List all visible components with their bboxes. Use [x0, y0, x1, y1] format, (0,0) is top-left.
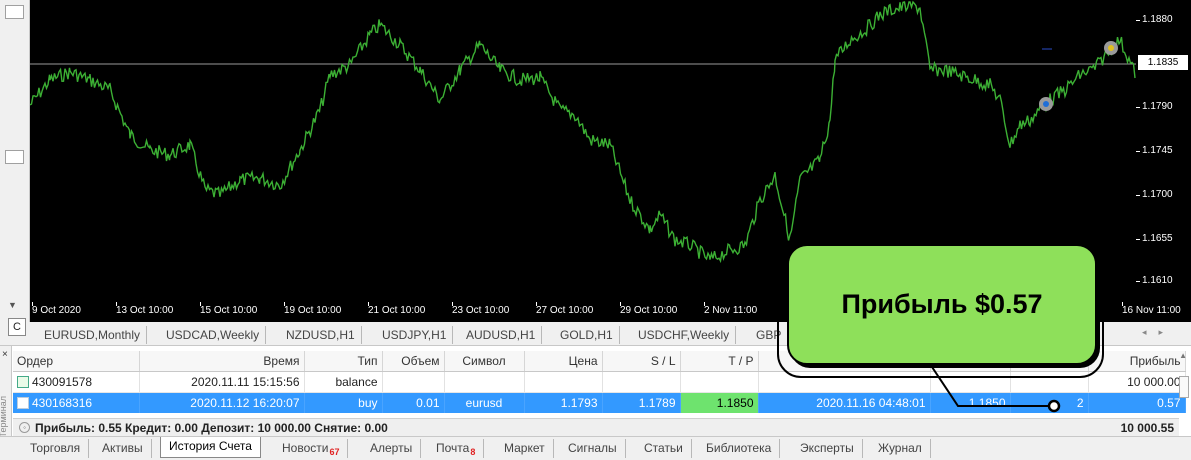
- symbol-tab[interactable]: USDJPY,H1: [376, 326, 454, 344]
- tab-news[interactable]: Новости67: [274, 439, 349, 458]
- row-tp: [680, 371, 759, 393]
- chart-left-rail: ▼: [0, 0, 30, 322]
- profit-callout-text: Прибыль $0.57: [841, 289, 1043, 319]
- row-time: 2020.11.12 16:20:07: [139, 392, 305, 413]
- terminal-side-strip: × Терминал: [0, 346, 12, 460]
- symbol-tab[interactable]: USDCAD,Weekly: [160, 326, 267, 344]
- time-label: 27 Oct 10:00: [536, 305, 594, 316]
- chart-corner-button[interactable]: C: [8, 318, 26, 336]
- row-close-time: 2020.11.16 04:48:01: [758, 392, 931, 413]
- trade-close-marker-dot: [1108, 45, 1114, 51]
- account-summary-row: ◦ Прибыль: 0.55 Кредит: 0.00 Депозит: 10…: [13, 418, 1179, 436]
- mail-count-badge: 8: [470, 447, 476, 457]
- scroll-down-icon[interactable]: ▼: [8, 300, 17, 310]
- tab-market[interactable]: Маркет: [496, 439, 554, 458]
- profit-callout: Прибыль $0.57: [787, 244, 1097, 365]
- row-price: 1.1793: [524, 392, 603, 413]
- column-header-profit[interactable]: Прибыль: [1088, 351, 1186, 372]
- current-price-label: 1.1835: [1138, 55, 1188, 70]
- time-label: 13 Oct 10:00: [116, 305, 174, 316]
- column-header-sl[interactable]: S / L: [602, 351, 681, 372]
- row-price: [524, 371, 603, 393]
- symbol-tab[interactable]: GOLD,H1: [554, 326, 620, 344]
- summary-icon: ◦: [19, 422, 30, 433]
- terminal-tabs: Торговля Активы История Счета Новости67 …: [0, 436, 1191, 460]
- tab-mailbox[interactable]: Почта8: [428, 439, 485, 458]
- column-header-price[interactable]: Цена: [524, 351, 603, 372]
- row-type: balance: [304, 371, 383, 393]
- row-time: 2020.11.11 15:15:56: [139, 371, 305, 393]
- balance-icon: [17, 375, 29, 388]
- price-series-line: [30, 0, 1136, 264]
- time-label: 16 Nov 11:00: [1122, 305, 1181, 316]
- tab-scroll-arrows-icon[interactable]: ◂▸: [1141, 327, 1175, 337]
- tab-assets[interactable]: Активы: [94, 439, 152, 458]
- column-header-volume[interactable]: Объем: [382, 351, 445, 372]
- row-volume: 0.01: [382, 392, 445, 413]
- price-chart-svg: [30, 0, 1136, 264]
- row-sl: [602, 371, 681, 393]
- column-header-order[interactable]: Ордер: [13, 351, 140, 372]
- row-profit: 0.57: [1088, 392, 1186, 413]
- rail-mid-button[interactable]: [5, 150, 24, 164]
- time-label: 23 Oct 10:00: [452, 305, 510, 316]
- tab-journal[interactable]: Журнал: [870, 439, 931, 458]
- row-sl: 1.1789: [602, 392, 681, 413]
- time-label: 2 Nov 11:00: [704, 305, 758, 316]
- tab-trade[interactable]: Торговля: [22, 439, 90, 458]
- price-tick: 1.1745: [1142, 145, 1173, 156]
- row-type: buy: [304, 392, 383, 413]
- tab-account-history[interactable]: История Счета: [160, 437, 261, 458]
- symbol-tab[interactable]: AUDUSD,H1: [460, 326, 543, 344]
- row-close-price: 1.1850: [930, 392, 1011, 413]
- order-id: 430168316: [32, 395, 93, 410]
- price-tick: 1.1655: [1142, 233, 1173, 244]
- tab-signals[interactable]: Сигналы: [560, 439, 626, 458]
- symbol-tab[interactable]: EURUSD,Monthly: [38, 326, 148, 344]
- order-id: 430091578: [32, 374, 93, 389]
- summary-total: 10 000.55: [1120, 421, 1174, 435]
- time-label: 15 Oct 10:00: [200, 305, 258, 316]
- row-tp: 1.1850: [680, 392, 759, 413]
- tab-articles[interactable]: Статьи: [636, 439, 692, 458]
- price-tick: 1.1880: [1142, 14, 1173, 25]
- tab-experts[interactable]: Эксперты: [792, 439, 863, 458]
- price-axis: 1.1880 1.1835 1.1790 1.1745 1.1700 1.165…: [1136, 0, 1191, 302]
- price-tick: 1.1610: [1142, 275, 1173, 286]
- rail-top-button[interactable]: [5, 5, 24, 19]
- column-header-symbol[interactable]: Символ: [444, 351, 525, 372]
- tab-library[interactable]: Библиотека: [698, 439, 781, 458]
- column-header-time[interactable]: Время: [139, 351, 305, 372]
- price-tick: 1.1790: [1142, 101, 1173, 112]
- table-row[interactable]: 430091578 2020.11.11 15:15:56 balance 10…: [13, 371, 1186, 393]
- column-header-type[interactable]: Тип: [304, 351, 383, 372]
- row-profit: 10 000.00: [1088, 371, 1186, 393]
- trade-open-marker-dot: [1043, 101, 1049, 107]
- time-label: 9 Oct 2020: [32, 305, 81, 316]
- row-volume: [382, 371, 445, 393]
- table-scrollbar[interactable]: [1179, 376, 1189, 398]
- time-label: 29 Oct 10:00: [620, 305, 678, 316]
- time-label: 21 Oct 10:00: [368, 305, 426, 316]
- chart-window: ▼ 1.1880 1.1835 1.1790 1.1745 1.1700: [0, 0, 1191, 322]
- row-symbol: eurusd: [444, 392, 525, 413]
- order-doc-icon: [17, 396, 29, 409]
- summary-text: Прибыль: 0.55 Кредит: 0.00 Депозит: 10 0…: [35, 421, 388, 435]
- news-count-badge: 67: [329, 447, 340, 457]
- close-icon[interactable]: ×: [2, 349, 8, 360]
- price-tick: 1.1700: [1142, 189, 1173, 200]
- callout-frame: [777, 238, 1104, 378]
- symbol-tab[interactable]: NZDUSD,H1: [280, 326, 362, 344]
- table-row-selected[interactable]: 430168316 2020.11.12 16:20:07 buy 0.01 e…: [13, 392, 1186, 413]
- column-header-tp[interactable]: T / P: [680, 351, 759, 372]
- row-symbol: [444, 371, 525, 393]
- scroll-up-icon[interactable]: ▲: [1179, 351, 1187, 360]
- time-label: 19 Oct 10:00: [284, 305, 342, 316]
- tab-alerts[interactable]: Алерты: [362, 439, 422, 458]
- symbol-tab[interactable]: USDCHF,Weekly: [632, 326, 737, 344]
